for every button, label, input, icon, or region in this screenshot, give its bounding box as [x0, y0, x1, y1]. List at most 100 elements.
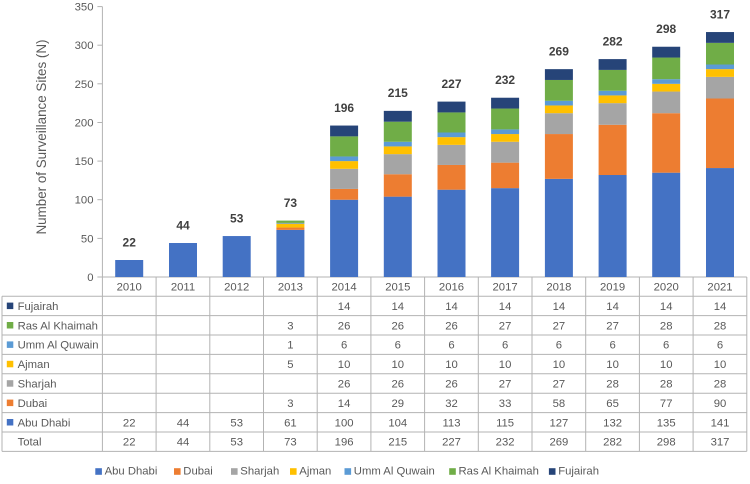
svg-text:44: 44 — [176, 218, 190, 232]
svg-text:Total: Total — [18, 437, 42, 449]
svg-text:44: 44 — [177, 417, 190, 429]
svg-text:104: 104 — [388, 417, 407, 429]
svg-text:282: 282 — [603, 437, 622, 449]
svg-text:3: 3 — [287, 320, 293, 332]
svg-text:14: 14 — [392, 301, 405, 313]
svg-text:215: 215 — [388, 437, 407, 449]
svg-text:Dubai: Dubai — [18, 398, 48, 410]
svg-text:28: 28 — [606, 379, 619, 391]
svg-text:6: 6 — [717, 340, 723, 352]
svg-text:300: 300 — [75, 40, 94, 52]
svg-text:Sharjah: Sharjah — [240, 466, 279, 478]
svg-text:10: 10 — [553, 359, 566, 371]
svg-text:10: 10 — [338, 359, 351, 371]
svg-text:14: 14 — [606, 301, 619, 313]
svg-text:10: 10 — [714, 359, 727, 371]
svg-text:298: 298 — [657, 437, 676, 449]
svg-text:26: 26 — [338, 320, 351, 332]
svg-text:350: 350 — [75, 2, 94, 14]
svg-text:282: 282 — [603, 34, 623, 48]
svg-text:14: 14 — [499, 301, 512, 313]
svg-text:6: 6 — [395, 340, 401, 352]
svg-text:115: 115 — [496, 417, 514, 429]
svg-text:44: 44 — [177, 437, 190, 449]
svg-text:132: 132 — [603, 417, 622, 429]
svg-text:Fujairah: Fujairah — [558, 466, 599, 478]
svg-text:14: 14 — [338, 301, 351, 313]
svg-text:Ras Al Khaimah: Ras Al Khaimah — [18, 320, 98, 332]
svg-text:Abu Dhabi: Abu Dhabi — [18, 417, 71, 429]
svg-text:2012: 2012 — [224, 282, 249, 294]
svg-text:53: 53 — [230, 437, 243, 449]
svg-text:3: 3 — [287, 398, 293, 410]
svg-text:Ajman: Ajman — [18, 359, 50, 371]
svg-text:2015: 2015 — [385, 282, 410, 294]
svg-text:6: 6 — [663, 340, 669, 352]
svg-text:26: 26 — [445, 320, 458, 332]
svg-text:2010: 2010 — [117, 282, 142, 294]
svg-text:227: 227 — [442, 437, 461, 449]
svg-text:14: 14 — [553, 301, 566, 313]
svg-text:2021: 2021 — [707, 282, 732, 294]
svg-text:2014: 2014 — [332, 282, 357, 294]
svg-text:232: 232 — [496, 437, 515, 449]
svg-text:26: 26 — [392, 379, 405, 391]
svg-text:65: 65 — [606, 398, 619, 410]
svg-text:53: 53 — [230, 211, 244, 225]
svg-text:6: 6 — [556, 340, 562, 352]
svg-text:73: 73 — [284, 196, 298, 210]
svg-text:28: 28 — [714, 379, 727, 391]
svg-text:2013: 2013 — [278, 282, 303, 294]
svg-text:2016: 2016 — [439, 282, 464, 294]
svg-text:Sharjah: Sharjah — [18, 379, 57, 391]
svg-text:1: 1 — [287, 340, 293, 352]
svg-text:22: 22 — [123, 417, 136, 429]
svg-text:196: 196 — [335, 437, 354, 449]
svg-text:10: 10 — [606, 359, 619, 371]
svg-text:269: 269 — [549, 437, 568, 449]
svg-text:269: 269 — [549, 44, 569, 58]
svg-text:33: 33 — [499, 398, 512, 410]
svg-text:196: 196 — [334, 101, 354, 115]
svg-text:2018: 2018 — [546, 282, 571, 294]
svg-text:Fujairah: Fujairah — [18, 301, 59, 313]
svg-text:73: 73 — [284, 437, 297, 449]
svg-text:26: 26 — [445, 379, 458, 391]
svg-text:200: 200 — [75, 118, 94, 130]
svg-text:28: 28 — [660, 379, 673, 391]
svg-text:150: 150 — [75, 156, 94, 168]
svg-text:53: 53 — [230, 417, 243, 429]
svg-text:Dubai: Dubai — [183, 466, 213, 478]
svg-text:50: 50 — [81, 233, 94, 245]
svg-text:6: 6 — [502, 340, 508, 352]
svg-text:141: 141 — [711, 417, 730, 429]
svg-text:Ajman: Ajman — [299, 466, 331, 478]
svg-text:2011: 2011 — [171, 282, 195, 294]
svg-text:26: 26 — [392, 320, 405, 332]
svg-text:27: 27 — [606, 320, 619, 332]
svg-text:317: 317 — [711, 437, 730, 449]
svg-text:2019: 2019 — [600, 282, 625, 294]
svg-text:26: 26 — [338, 379, 351, 391]
svg-text:113: 113 — [442, 417, 460, 429]
svg-text:298: 298 — [656, 22, 676, 36]
svg-text:100: 100 — [335, 417, 354, 429]
svg-text:10: 10 — [660, 359, 673, 371]
svg-text:227: 227 — [441, 77, 461, 91]
svg-text:58: 58 — [553, 398, 566, 410]
svg-text:5: 5 — [287, 359, 293, 371]
svg-text:22: 22 — [123, 437, 136, 449]
svg-text:28: 28 — [660, 320, 673, 332]
svg-text:215: 215 — [388, 86, 408, 100]
svg-text:14: 14 — [445, 301, 458, 313]
svg-text:6: 6 — [609, 340, 615, 352]
svg-text:232: 232 — [495, 73, 515, 87]
svg-text:77: 77 — [660, 398, 673, 410]
svg-text:Umm Al Quwain: Umm Al Quwain — [354, 466, 435, 478]
svg-text:27: 27 — [553, 320, 566, 332]
svg-text:2017: 2017 — [493, 282, 518, 294]
svg-text:6: 6 — [448, 340, 454, 352]
svg-text:22: 22 — [123, 235, 137, 249]
svg-text:10: 10 — [392, 359, 405, 371]
svg-text:10: 10 — [499, 359, 512, 371]
